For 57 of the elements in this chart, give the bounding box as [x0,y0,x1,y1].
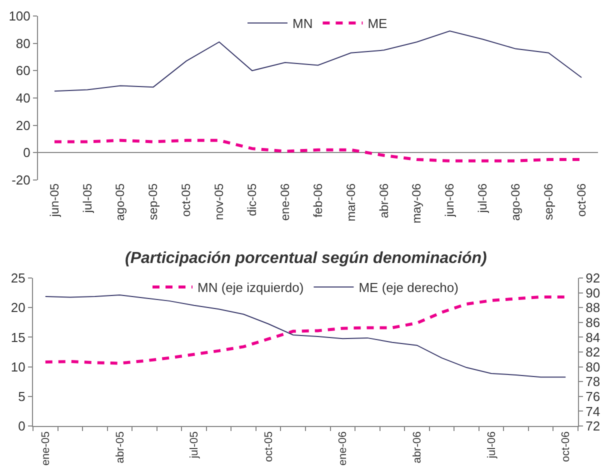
y2-tick-label: 74 [586,404,600,419]
y-tick-label: 20 [10,300,26,316]
y2-tick-label: 88 [586,300,600,316]
line-series [44,295,568,365]
x-tick-label: may-06 [410,183,424,224]
y-tick-label: 20 [16,118,30,133]
y-tick-label: 0 [18,418,26,434]
x-tick-label: dic-05 [245,183,260,216]
line-series [54,30,582,92]
x-tick-label: jul-05 [80,183,94,214]
x-tick-label: abr-06 [412,431,424,464]
x-tick-label: abr-05 [114,431,126,464]
x-tick-label: ene-05 [40,431,52,466]
x-tick-label: nov-05 [212,183,226,220]
y2-tick-label: 86 [586,314,600,330]
x-tick-label: feb-06 [310,183,325,218]
y-tick-label: 40 [16,90,30,106]
chart-title: (Participación porcentual según denominación) [125,250,487,267]
y-tick-label: 10 [10,359,26,374]
y2-tick-label: 92 [586,270,600,286]
y2-tick-label: 80 [586,359,600,374]
x-tick-label: jul-06 [486,431,498,460]
x-tick-label: abr-06 [376,183,391,218]
y-tick-label: 5 [18,388,26,404]
x-tick-label: ene-06 [278,183,292,221]
y-tick-label: 60 [16,63,30,78]
y-tick-label: 0 [23,145,30,160]
y2-tick-label: 84 [586,330,600,345]
line-series [44,294,566,378]
x-tick-label: oct-06 [574,183,588,217]
y2-tick-label: 78 [586,374,600,390]
y2-tick-label: 76 [586,388,600,404]
y-tick-label: 100 [8,8,30,24]
x-tick-label: jun-05 [47,183,62,218]
x-tick-label: oct-06 [560,431,572,462]
legend-label: ME (eje derecho) [358,280,458,296]
x-tick-label: ago-06 [508,183,523,221]
y2-tick-label: 90 [586,285,600,300]
y-tick-label: 80 [16,36,30,51]
x-tick-label: oct-05 [262,431,275,462]
x-tick-label: sep-05 [146,183,160,220]
x-tick-label: ene-06 [337,431,350,466]
x-tick-label: sep-06 [541,183,556,220]
y2-tick-label: 82 [586,344,600,360]
x-tick-label: jul-06 [476,183,490,214]
legend-label: ME [368,16,388,32]
x-tick-label: mar-06 [344,183,358,222]
legend-label: MN [292,16,313,32]
x-tick-label: jun-06 [442,183,457,218]
x-tick-label: oct-05 [179,183,194,217]
legend-label: MN (eje izquierdo) [198,280,304,296]
y-tick-label: 25 [10,270,26,286]
x-tick-label: jul-05 [188,431,201,460]
x-tick-label: ago-05 [113,183,128,221]
y-tick-label: 15 [10,330,26,345]
y-tick-label: -20 [12,172,30,188]
y2-tick-label: 72 [586,418,600,434]
